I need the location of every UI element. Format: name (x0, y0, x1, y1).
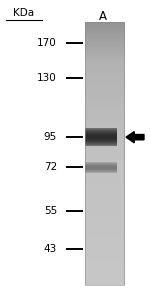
Text: KDa: KDa (14, 8, 34, 18)
Text: 43: 43 (44, 244, 57, 254)
FancyArrow shape (126, 132, 144, 143)
Text: A: A (99, 10, 107, 23)
Text: 72: 72 (44, 162, 57, 172)
Text: 130: 130 (37, 73, 57, 83)
Text: 170: 170 (37, 38, 57, 48)
Text: 95: 95 (44, 132, 57, 142)
Bar (85, 22, 124, 285)
Text: 55: 55 (44, 206, 57, 216)
